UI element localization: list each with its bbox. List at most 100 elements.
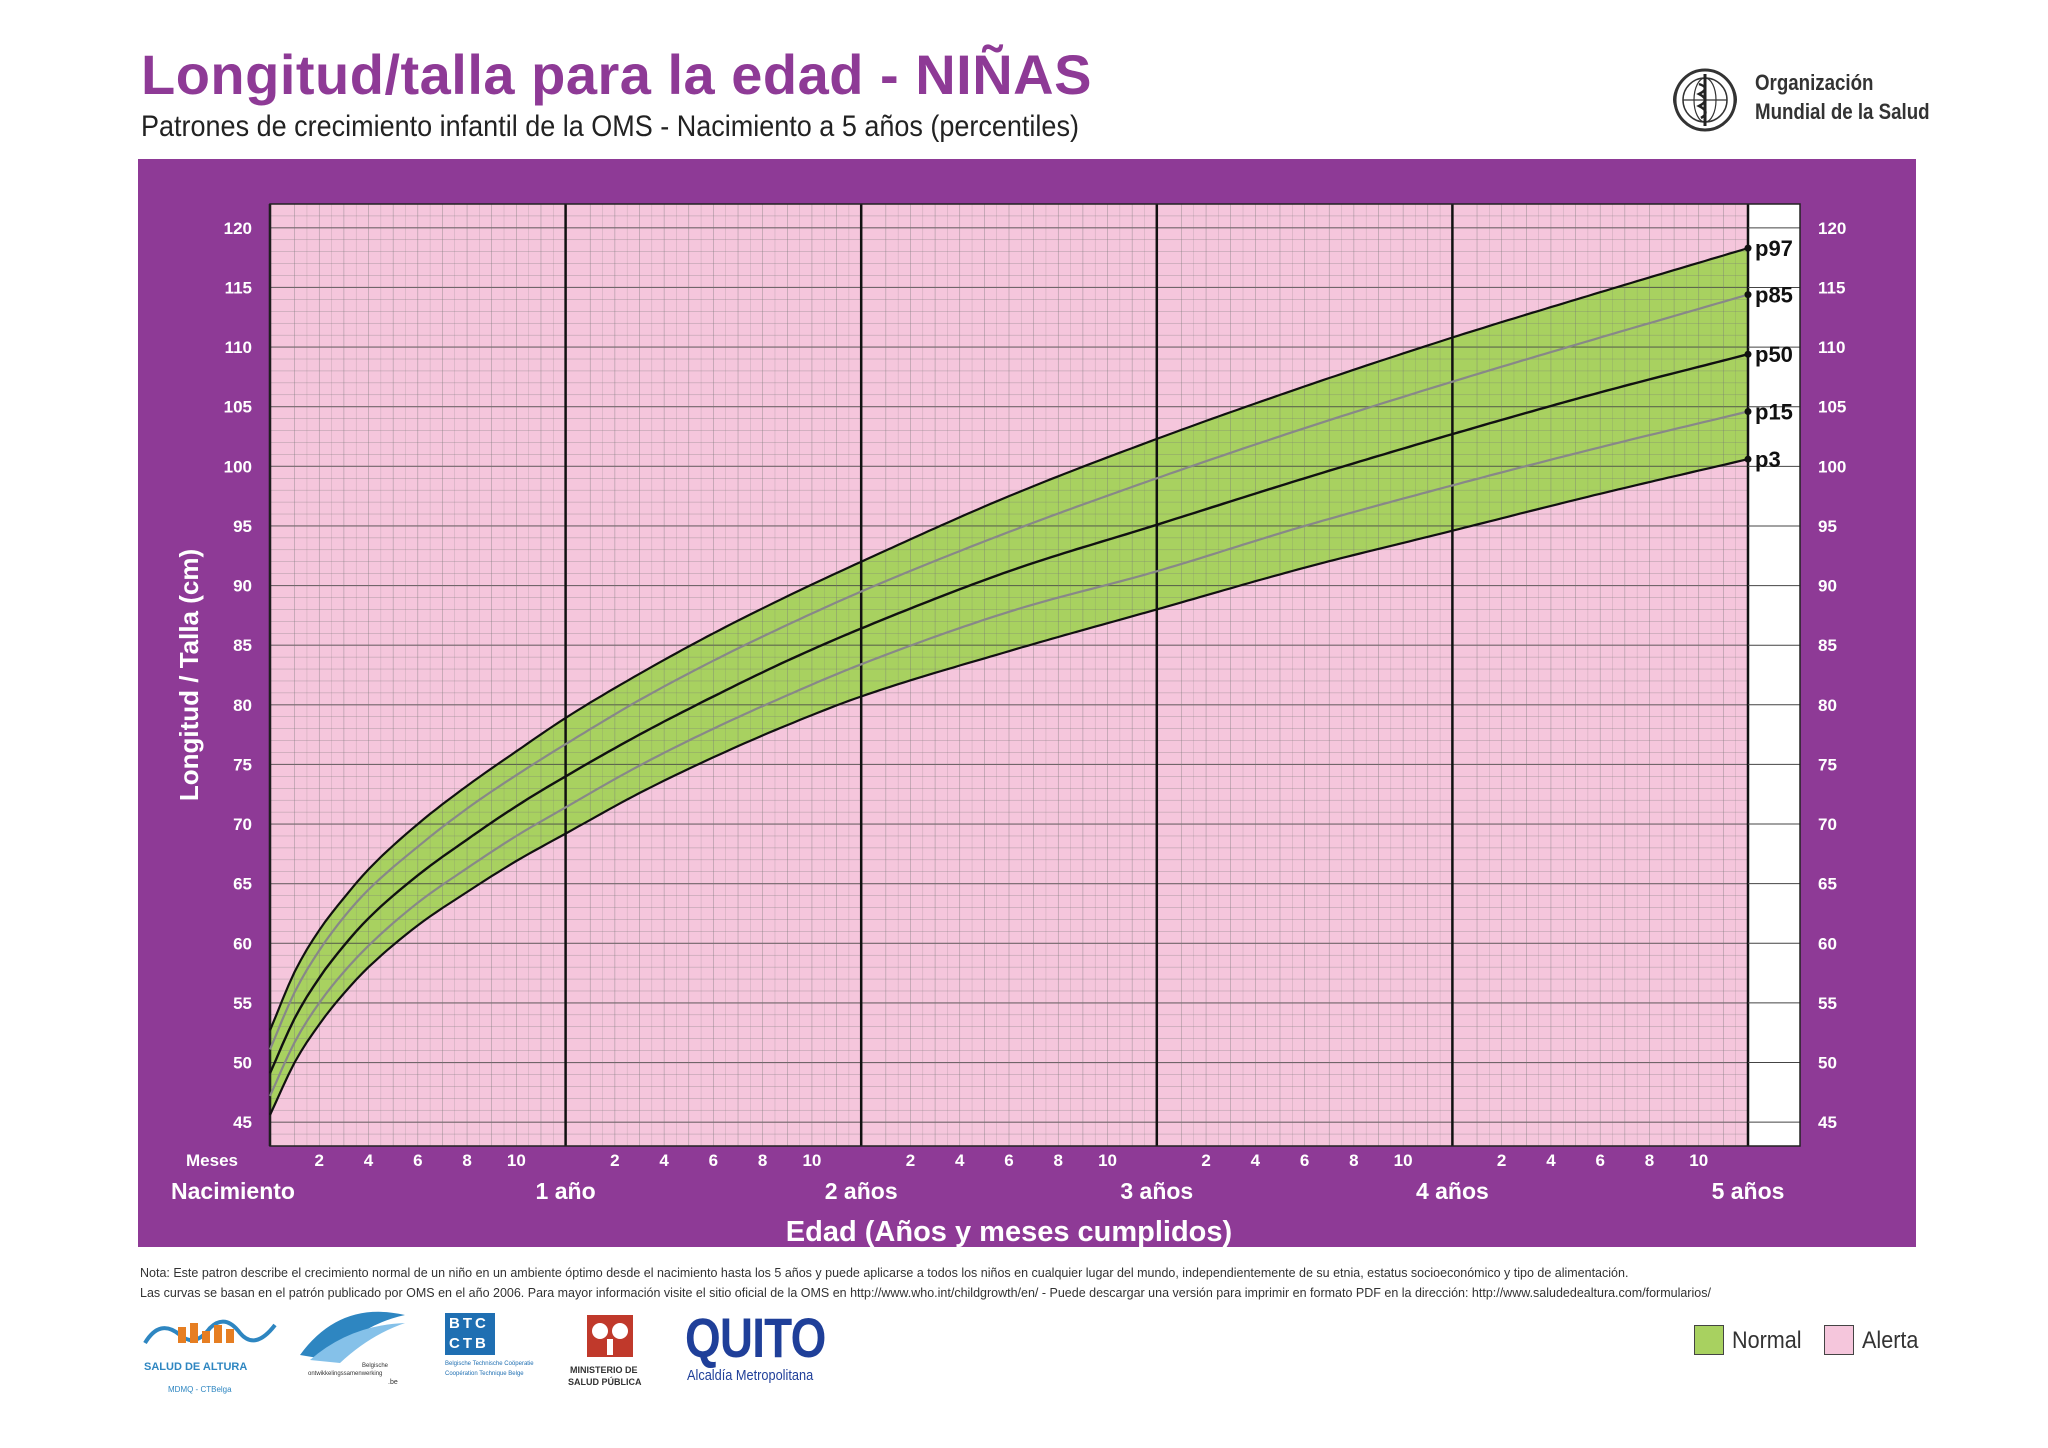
curve-end-p97 — [1744, 244, 1752, 252]
month-tick-label: 4 — [364, 1151, 374, 1170]
curve-end-p50 — [1744, 350, 1752, 358]
y-tick-left: 90 — [233, 577, 252, 596]
year-label: 1 año — [536, 1178, 596, 1204]
y-tick-left: 70 — [233, 815, 252, 834]
month-tick-label: 4 — [955, 1151, 965, 1170]
btc-label: BTC — [449, 1315, 489, 1332]
x-axis-title: Edad (Años y meses cumplidos) — [786, 1216, 1232, 1247]
y-tick-right: 95 — [1818, 517, 1837, 536]
y-tick-left: 65 — [233, 875, 252, 894]
y-tick-left: 60 — [233, 934, 252, 953]
who-logo: Organización Mundial de la Salud — [1665, 60, 1930, 140]
y-tick-right: 100 — [1818, 457, 1846, 476]
y-axis-title: Longitud / Talla (cm) — [174, 549, 204, 801]
note-line-1: Nota: Este patron describe el crecimient… — [140, 1266, 1629, 1280]
month-tick-label: 10 — [507, 1151, 526, 1170]
month-tick-label: 4 — [659, 1151, 669, 1170]
y-tick-left: 80 — [233, 696, 252, 715]
month-tick-label: 10 — [1394, 1151, 1413, 1170]
chart-grid — [268, 204, 1750, 1146]
y-tick-right: 70 — [1818, 815, 1837, 834]
y-tick-right: 50 — [1818, 1054, 1837, 1073]
y-tick-left: 105 — [224, 398, 252, 417]
quito-sub: Alcaldía Metropolitana — [687, 1367, 814, 1384]
month-tick-label: 8 — [462, 1151, 471, 1170]
chart-panel: p97 p85 p50 p15 p3 45 45 50 50 55 55 60 60 65 65 70 70 75… — [138, 159, 1916, 1247]
quito-name: QUITO — [685, 1306, 826, 1369]
year-label: 5 años — [1712, 1178, 1785, 1204]
who-name: Organización Mundial de la Salud — [1755, 68, 1930, 126]
month-tick-label: 4 — [1546, 1151, 1556, 1170]
month-tick-label: 6 — [1004, 1151, 1013, 1170]
belgische-text-3: .be — [388, 1379, 398, 1386]
legend-normal-swatch — [1694, 1325, 1724, 1355]
quito-logo: QUITO Alcaldía Metropolitana — [685, 1305, 845, 1395]
year-label: Nacimiento — [171, 1178, 295, 1204]
note-text: Nota: Este patron describe el crecimient… — [140, 1263, 1930, 1303]
month-tick-label: 8 — [758, 1151, 767, 1170]
y-tick-right: 65 — [1818, 875, 1837, 894]
month-tick-label: 4 — [1251, 1151, 1261, 1170]
y-tick-left: 95 — [233, 517, 252, 536]
percentile-label-p50: p50 — [1755, 342, 1793, 367]
month-tick-label: 2 — [1201, 1151, 1210, 1170]
month-tick-label: 8 — [1645, 1151, 1654, 1170]
y-tick-left: 55 — [233, 994, 252, 1013]
legend-alerta-swatch — [1824, 1325, 1854, 1355]
y-tick-right: 110 — [1818, 338, 1845, 357]
month-tick-label: 10 — [802, 1151, 821, 1170]
y-tick-right: 85 — [1818, 636, 1837, 655]
percentile-label-p15: p15 — [1755, 399, 1793, 424]
percentile-label-strip — [1748, 204, 1800, 1146]
curve-p3 — [269, 458, 1749, 1116]
who-name-line1: Organización — [1755, 70, 1874, 95]
y-tick-right: 80 — [1818, 696, 1837, 715]
y-tick-left: 120 — [224, 219, 252, 238]
curve-p15 — [268, 410, 1749, 1097]
btc-ctb-logo-icon — [445, 1313, 495, 1355]
msp-logo-icon — [587, 1315, 633, 1357]
y-tick-left: 100 — [224, 457, 252, 476]
months-label: Meses — [186, 1151, 238, 1170]
plot-frame — [269, 203, 1801, 1147]
y-tick-right: 45 — [1818, 1113, 1837, 1132]
y-tick-right: 115 — [1818, 278, 1845, 297]
month-tick-label: 2 — [906, 1151, 915, 1170]
y-tick-left: 50 — [233, 1054, 252, 1073]
who-emblem-icon — [1673, 68, 1737, 132]
month-tick-label: 10 — [1098, 1151, 1117, 1170]
year-label: 4 años — [1416, 1178, 1489, 1204]
month-tick-label: 6 — [1595, 1151, 1604, 1170]
salud-de-altura-logo-icon — [143, 1319, 277, 1345]
y-tick-right: 75 — [1818, 755, 1837, 774]
page-subtitle: Patrones de crecimiento infantil de la O… — [141, 110, 1079, 143]
month-tick-label: 6 — [413, 1151, 422, 1170]
belgische-text-2: ontwikkelingssamenwerking — [308, 1371, 383, 1377]
curve-end-p15 — [1744, 407, 1752, 415]
month-tick-label: 2 — [315, 1151, 324, 1170]
curve-p50 — [268, 353, 1749, 1074]
belgium-cooperation-logo-icon — [300, 1311, 405, 1363]
month-tick-label: 6 — [709, 1151, 718, 1170]
month-tick-label: 10 — [1689, 1151, 1708, 1170]
month-tick-label: 8 — [1349, 1151, 1358, 1170]
y-tick-right: 105 — [1818, 398, 1846, 417]
btc-text-1: Belgische Technische Coöperatie — [445, 1361, 534, 1367]
month-tick-label: 2 — [1497, 1151, 1506, 1170]
ctb-label: CTB — [449, 1335, 489, 1352]
msp-logo: MINISTERIO DE SALUD PÚBLICA — [560, 1313, 660, 1398]
btc-ctb-logo: BTC CTB Belgische Technische Coöperatie … — [445, 1313, 545, 1393]
msp-line-1: MINISTERIO DE — [570, 1365, 638, 1375]
y-tick-left: 75 — [233, 755, 252, 774]
y-tick-right: 55 — [1818, 994, 1837, 1013]
year-label: 3 años — [1120, 1178, 1193, 1204]
y-tick-left: 115 — [225, 278, 252, 297]
y-tick-left: 85 — [233, 636, 252, 655]
y-tick-right: 90 — [1818, 577, 1837, 596]
curve-end-p3 — [1744, 455, 1752, 463]
btc-text-2: Coopération Technique Belge — [445, 1371, 524, 1377]
msp-line-2: SALUD PÚBLICA — [568, 1377, 642, 1387]
salud-de-altura-sub: MDMQ - CTBelga — [168, 1385, 232, 1394]
percentile-label-p97: p97 — [1755, 236, 1793, 261]
page-title: Longitud/talla para la edad - NIÑAS — [141, 43, 1092, 106]
